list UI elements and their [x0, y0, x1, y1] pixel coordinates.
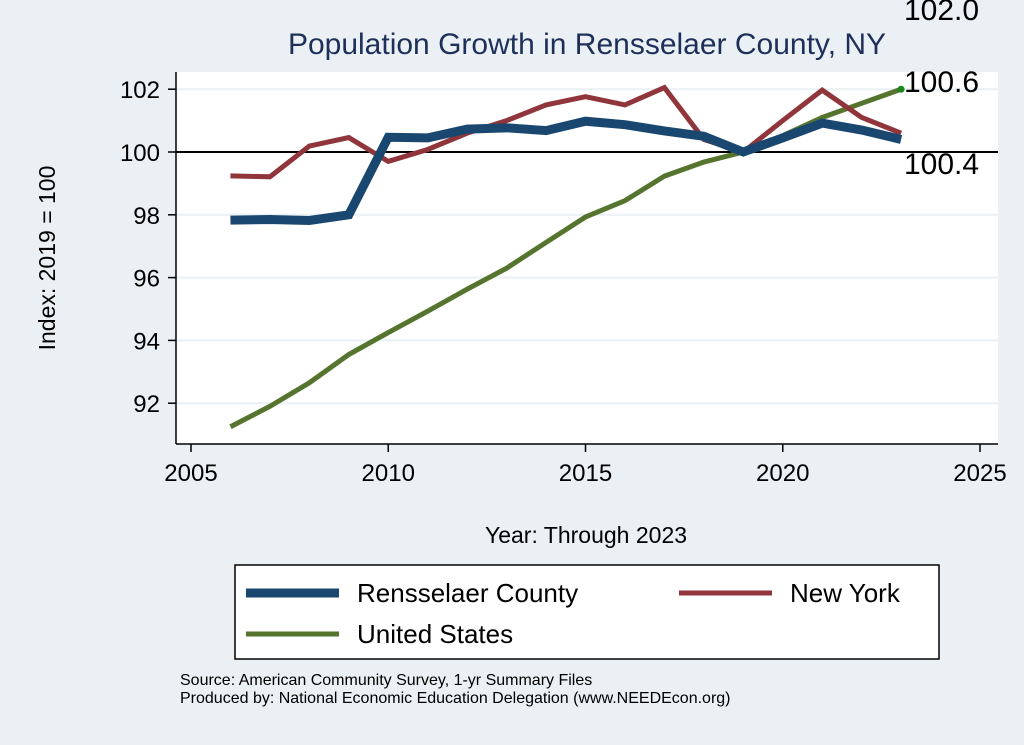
legend-label: United States — [357, 619, 513, 649]
end-value-label: 102.0 — [904, 0, 979, 27]
x-tick-label: 2025 — [953, 460, 1006, 487]
source-note: Source: American Community Survey, 1-yr … — [180, 672, 593, 689]
x-axis-label: Year: Through 2023 — [485, 522, 687, 548]
y-tick-label: 98 — [133, 203, 160, 230]
y-axis-label: Index: 2019 = 100 — [34, 166, 60, 351]
chart-title: Population Growth in Rensselaer County, … — [288, 28, 886, 61]
x-tick-label: 2005 — [164, 460, 217, 487]
y-tick-label: 100 — [120, 140, 160, 167]
y-tick-label: 92 — [133, 391, 160, 418]
x-tick-label: 2020 — [756, 460, 809, 487]
y-tick-label: 102 — [120, 77, 160, 104]
produced-by-note: Produced by: National Economic Education… — [180, 690, 731, 707]
legend-label: Rensselaer County — [357, 578, 578, 608]
legend-label: New York — [790, 578, 901, 608]
x-tick-label: 2010 — [362, 460, 415, 487]
legend — [234, 564, 940, 660]
end-value-label: 100.6 — [904, 66, 979, 99]
y-tick-label: 94 — [133, 328, 160, 355]
series-line-rensselaer-county — [230, 116, 903, 225]
y-tick-label: 96 — [133, 266, 160, 293]
series-line-new-york — [230, 84, 903, 180]
end-value-label: 100.4 — [904, 148, 979, 181]
end-point-marker — [897, 85, 905, 93]
x-tick-label: 2015 — [559, 460, 612, 487]
